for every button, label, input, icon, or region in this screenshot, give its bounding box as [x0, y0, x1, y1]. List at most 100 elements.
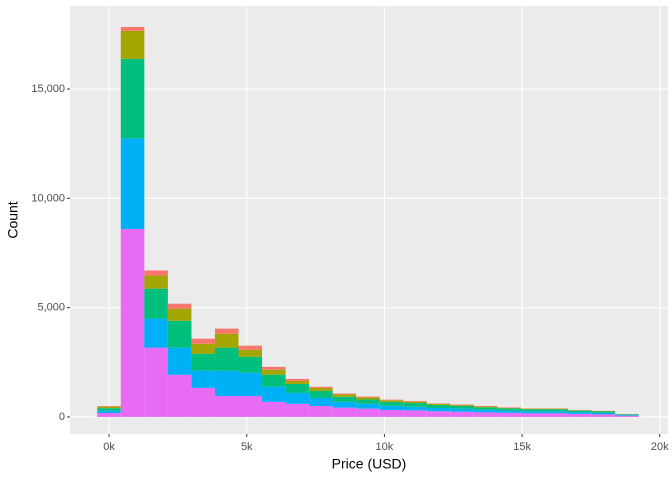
bar-segment [403, 402, 427, 407]
bar-segment [473, 412, 498, 417]
bar-segment [615, 414, 639, 416]
x-tick-label: 15k [513, 441, 531, 453]
bar-segment [262, 386, 286, 402]
bar-segment [332, 396, 357, 402]
bar-segment [144, 318, 168, 348]
bar-segment [379, 409, 404, 417]
bar-segment [591, 412, 616, 415]
bar-segment [167, 347, 192, 375]
y-tick-label: 5,000 [37, 302, 65, 314]
bar-segment [167, 374, 192, 417]
bar-segment [332, 393, 357, 395]
bar-segment [544, 411, 569, 414]
bar-segment [497, 407, 521, 409]
bar-segment [426, 411, 451, 417]
bar-segment [450, 411, 474, 417]
bar-segment [262, 374, 286, 387]
bar-segment [214, 328, 239, 334]
bar-segment [309, 387, 333, 391]
bar-segment [591, 411, 616, 413]
bar-segment [379, 400, 404, 402]
bar-segment [403, 400, 427, 402]
bar-segment [285, 403, 310, 417]
bar-segment [309, 406, 333, 417]
bar-segment [167, 303, 192, 309]
bar-segment [568, 413, 592, 417]
bar-segment [332, 407, 357, 417]
bar-segment [379, 405, 404, 410]
bar-segment [97, 408, 121, 411]
bar-segment [214, 347, 239, 371]
bar-segment [97, 413, 121, 417]
bar-segment [120, 228, 145, 417]
bar-segment [615, 415, 639, 417]
x-tick-label: 5k [241, 441, 253, 453]
bar-segment [426, 407, 451, 412]
bar-segment [403, 401, 427, 403]
y-tick-label: 0 [59, 411, 65, 423]
bar-segment [426, 404, 451, 408]
bar-segment [238, 395, 263, 417]
bar-segment [191, 343, 215, 354]
bar-segment [214, 395, 239, 417]
bar-segment [309, 397, 333, 407]
bar-segment [144, 270, 168, 276]
bar-segment [144, 288, 168, 319]
bar-segment [615, 414, 639, 415]
bar-segment [356, 399, 380, 404]
bar-segment [356, 396, 380, 398]
bar-segment [120, 30, 145, 59]
bar-segment [520, 409, 545, 412]
bar-segment [544, 409, 569, 412]
bar-segment [520, 413, 545, 417]
bar-segment [97, 406, 121, 407]
y-tick-label: 10,000 [31, 192, 65, 204]
bar-segment [426, 403, 451, 405]
bar-segment [191, 387, 215, 417]
bar-segment [120, 138, 145, 229]
y-axis-title: Count [5, 201, 21, 238]
bar-segment [285, 392, 310, 404]
bar-segment [520, 411, 545, 414]
bar-segment [262, 369, 286, 375]
bar-segment [450, 405, 474, 409]
bar-segment [568, 412, 592, 414]
bar-segment [285, 378, 310, 381]
bar-segment [238, 356, 263, 373]
bar-segment [473, 407, 498, 410]
bar-segment [356, 408, 380, 417]
bar-segment [497, 412, 521, 417]
bar-segment [97, 406, 121, 409]
bar-segment [544, 413, 569, 417]
bar-segment [332, 401, 357, 408]
bar-segment [238, 349, 263, 357]
bar-segment [450, 408, 474, 412]
bar-segment [473, 409, 498, 413]
bar-segment [238, 372, 263, 396]
bar-segment [379, 399, 404, 401]
bar-segment [497, 408, 521, 411]
bar-segment [285, 383, 310, 393]
x-tick-label: 20k [651, 441, 669, 453]
bar-segment [356, 403, 380, 409]
bar-segment [191, 353, 215, 371]
x-tick-label: 10k [376, 441, 394, 453]
bar-segment [403, 406, 427, 411]
bar-segment [356, 397, 380, 400]
bar-segment [262, 366, 286, 370]
bar-segment [309, 386, 333, 388]
bar-segment [167, 308, 192, 321]
bar-segment [497, 410, 521, 413]
bar-segment [144, 275, 168, 289]
bar-segment [309, 390, 333, 398]
bar-segment [591, 414, 616, 417]
bar-segment [379, 401, 404, 406]
bar-segment [473, 406, 498, 408]
bar-segment [262, 401, 286, 417]
bar-segment [191, 338, 215, 344]
bar-segment [144, 347, 168, 417]
bar-segment [520, 408, 545, 410]
bar-segment [167, 320, 192, 348]
